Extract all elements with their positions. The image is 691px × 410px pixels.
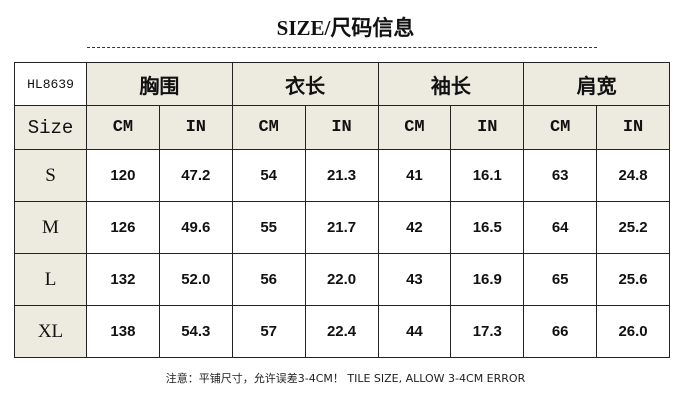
value-cell: 42 [377, 201, 452, 254]
value-cell: 47.2 [158, 149, 233, 202]
table-row: S 120 47.2 54 21.3 41 16.1 63 24.8 [14, 149, 670, 202]
table-row: L 132 52.0 56 22.0 43 16.9 65 25.6 [14, 253, 670, 306]
size-label: Size [14, 105, 87, 150]
size-cell: XL [14, 305, 87, 358]
table-row: XL 138 54.3 57 22.4 44 17.3 66 26.0 [14, 305, 670, 358]
unit-row: Size CM IN CM IN CM IN CM IN [14, 105, 670, 150]
value-cell: 64 [523, 201, 598, 254]
table-row: M 126 49.6 55 21.7 42 16.5 64 25.2 [14, 201, 670, 254]
header-row: HL8639 胸围 衣长 袖长 肩宽 [14, 62, 670, 106]
value-cell: 138 [86, 305, 160, 358]
unit-in: IN [304, 105, 379, 150]
value-cell: 16.1 [450, 149, 525, 202]
value-cell: 57 [231, 305, 306, 358]
unit-in: IN [450, 105, 525, 150]
value-cell: 21.3 [304, 149, 379, 202]
value-cell: 26.0 [596, 305, 670, 358]
value-cell: 132 [86, 253, 160, 306]
value-cell: 55 [231, 201, 306, 254]
value-cell: 24.8 [596, 149, 670, 202]
value-cell: 120 [86, 149, 160, 202]
value-cell: 63 [523, 149, 598, 202]
unit-cm: CM [86, 105, 160, 150]
value-cell: 43 [377, 253, 452, 306]
page-title: SIZE/尺码信息 [276, 16, 415, 40]
header-chest: 胸围 [86, 62, 233, 106]
value-cell: 54 [231, 149, 306, 202]
header-length: 衣长 [231, 62, 379, 106]
header-sleeve: 袖长 [377, 62, 525, 106]
unit-cm: CM [523, 105, 598, 150]
value-cell: 56 [231, 253, 306, 306]
value-cell: 25.2 [596, 201, 670, 254]
unit-cm: CM [377, 105, 452, 150]
size-cell: S [14, 149, 87, 202]
value-cell: 17.3 [450, 305, 525, 358]
value-cell: 66 [523, 305, 598, 358]
value-cell: 16.9 [450, 253, 525, 306]
size-cell: L [14, 253, 87, 306]
footnote: 注意：平铺尺寸，允许误差3-4CM！ TILE SIZE, ALLOW 3-4C… [165, 372, 526, 385]
value-cell: 54.3 [158, 305, 233, 358]
value-cell: 22.0 [304, 253, 379, 306]
value-cell: 16.5 [450, 201, 525, 254]
unit-in: IN [596, 105, 670, 150]
value-cell: 25.6 [596, 253, 670, 306]
value-cell: 21.7 [304, 201, 379, 254]
unit-in: IN [158, 105, 233, 150]
value-cell: 126 [86, 201, 160, 254]
header-shoulder: 肩宽 [523, 62, 670, 106]
divider [87, 47, 597, 48]
size-cell: M [14, 201, 87, 254]
value-cell: 22.4 [304, 305, 379, 358]
model-number: HL8639 [14, 62, 87, 106]
value-cell: 65 [523, 253, 598, 306]
value-cell: 52.0 [158, 253, 233, 306]
size-table: HL8639 胸围 衣长 袖长 肩宽 Size CM IN CM IN CM IN C… [14, 62, 670, 358]
value-cell: 49.6 [158, 201, 233, 254]
value-cell: 44 [377, 305, 452, 358]
value-cell: 41 [377, 149, 452, 202]
unit-cm: CM [231, 105, 306, 150]
